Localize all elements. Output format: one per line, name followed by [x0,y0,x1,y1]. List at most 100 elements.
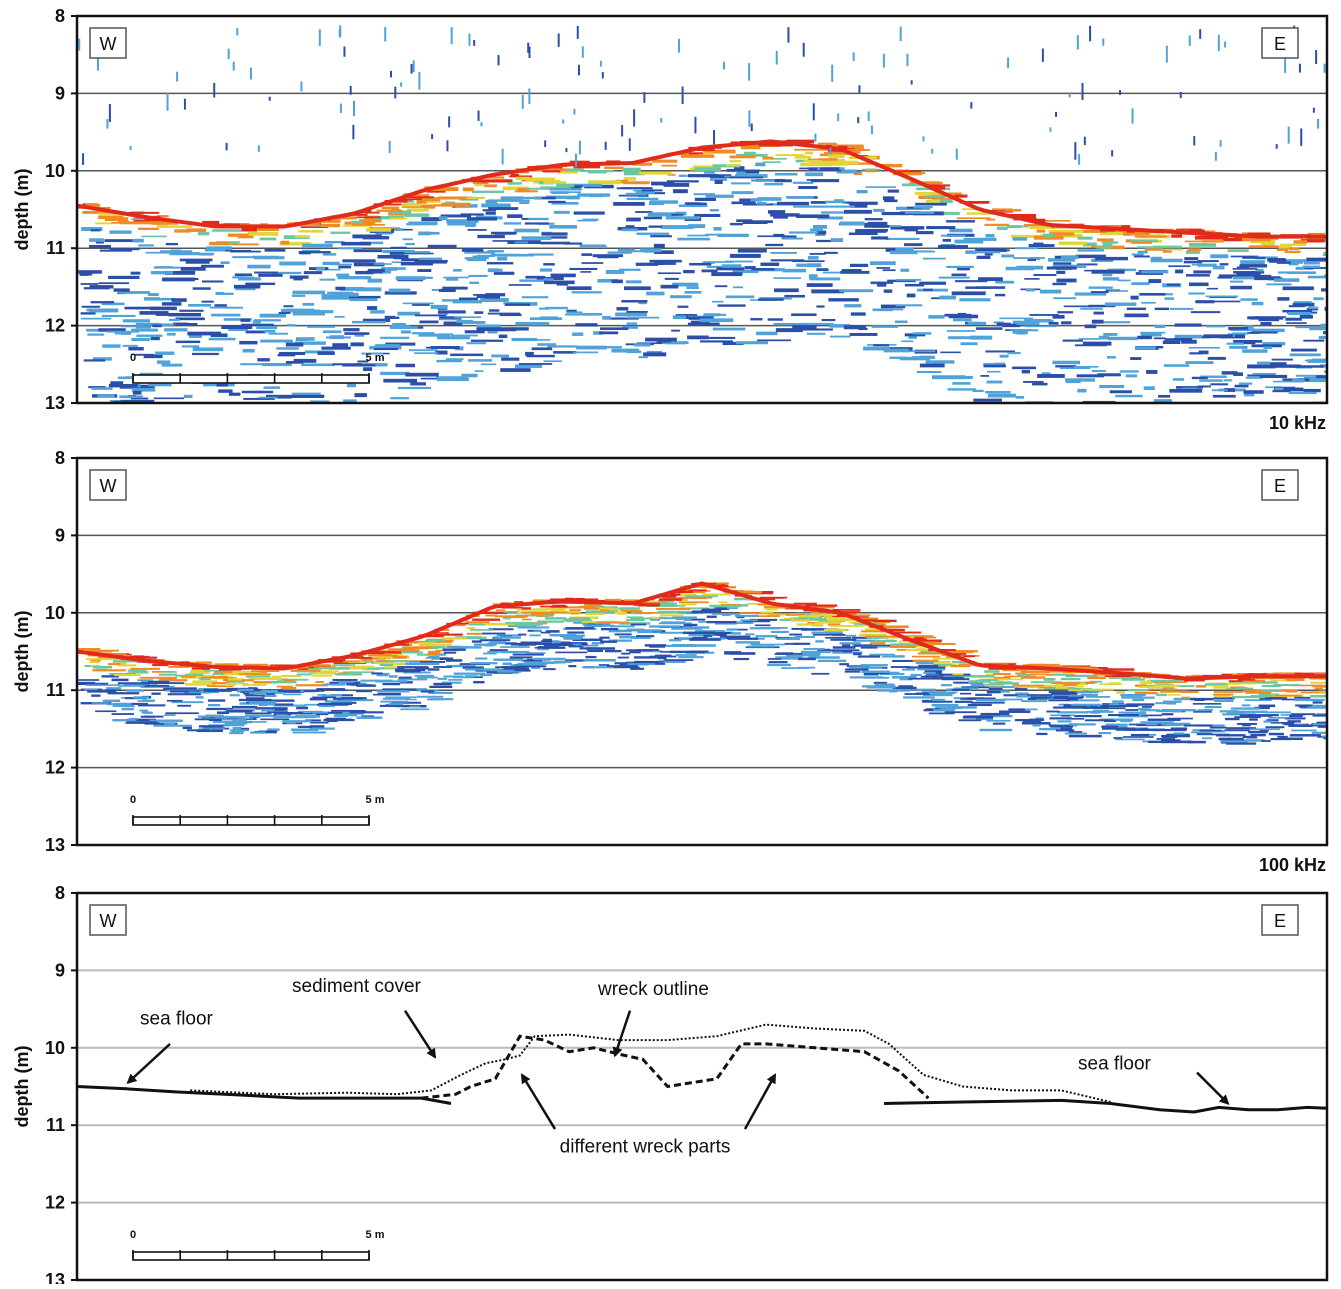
echo-mark [1198,350,1209,355]
echo-mark [774,179,792,183]
echo-mark [302,302,315,306]
echo-mark [729,176,764,179]
echo-mark [292,290,326,295]
echo-mark [210,333,228,338]
echo-mark [147,293,159,297]
echo-mark [323,718,355,722]
echo-mark [1190,311,1221,314]
echo-mark [800,162,832,167]
echo-mark [341,697,362,700]
noise-mark [257,145,260,152]
echo-mark [164,328,188,332]
echo-mark [1125,709,1139,711]
echo-mark [223,663,239,666]
echo-mark [1016,321,1040,325]
echo-mark [166,332,176,336]
echo-mark [582,598,598,602]
echo-mark [295,684,328,687]
echo-mark [426,645,445,648]
echo-mark [694,213,721,218]
echo-mark [1191,376,1208,380]
echo-mark [947,651,974,654]
echo-mark [1061,321,1072,325]
echo-mark [365,228,392,232]
echo-mark [1161,722,1191,725]
scale-bar-end-label: 5 m [366,794,385,806]
echo-mark [155,351,175,355]
echo-mark [1303,376,1322,379]
echo-mark [104,217,129,222]
echo-mark [555,651,588,654]
echo-mark [1207,356,1226,360]
echo-mark [1048,666,1079,669]
echo-mark [276,347,299,350]
echo-mark [418,231,431,236]
echo-mark [1149,411,1166,414]
echo-mark [211,229,242,232]
echo-mark [979,714,1013,718]
echo-mark [1188,248,1201,251]
echo-mark [922,699,941,702]
echo-mark [168,666,190,668]
echo-mark [489,649,508,652]
echo-mark [1102,273,1113,277]
noise-mark [581,46,584,58]
noise-mark [78,38,81,51]
echo-mark [734,614,759,617]
echo-mark [1286,678,1305,682]
echo-mark [1156,738,1176,740]
echo-mark [476,324,502,328]
echo-mark [98,328,126,332]
echo-mark [872,225,890,228]
echo-mark [626,217,641,222]
echo-mark [581,253,593,256]
echo-mark [1242,724,1251,727]
echo-mark [158,673,177,676]
echo-mark [1288,262,1299,266]
echo-mark [380,700,408,703]
echo-mark [419,257,443,261]
echo-mark [211,416,234,420]
echo-mark [416,695,444,698]
echo-mark [1167,717,1193,720]
echo-mark [1297,378,1327,383]
echo-mark [480,179,513,183]
echo-mark [757,235,790,238]
echo-mark [1258,362,1287,365]
echo-mark [725,260,753,263]
echo-mark [540,241,570,245]
noise-mark [477,110,480,121]
echo-mark [515,321,550,326]
echo-mark [1175,269,1184,274]
echo-mark [1050,692,1078,695]
echo-mark [867,221,888,226]
echo-mark [502,650,530,654]
echo-mark [952,382,971,385]
echo-mark [1270,679,1287,682]
echo-mark [454,316,482,319]
echo-mark [929,186,946,190]
echo-mark [798,185,818,190]
echo-mark [1143,386,1155,391]
echo-mark [216,383,229,387]
echo-mark [253,681,278,684]
echo-mark [493,271,515,275]
echo-mark [1326,696,1327,699]
echo-mark [869,653,895,656]
echo-mark [812,633,845,636]
echo-mark [665,342,686,345]
echo-mark [117,682,150,685]
echo-mark [863,673,879,676]
echo-mark [494,615,529,618]
echo-mark [389,325,411,329]
echo-mark [789,231,819,234]
echo-mark [1124,313,1149,318]
echo-mark [1088,304,1116,308]
echo-mark [984,251,993,256]
echo-mark [409,660,419,663]
echo-mark [986,690,1001,694]
echo-mark [1141,714,1163,717]
echo-mark [922,288,933,291]
noise-mark [183,98,186,110]
